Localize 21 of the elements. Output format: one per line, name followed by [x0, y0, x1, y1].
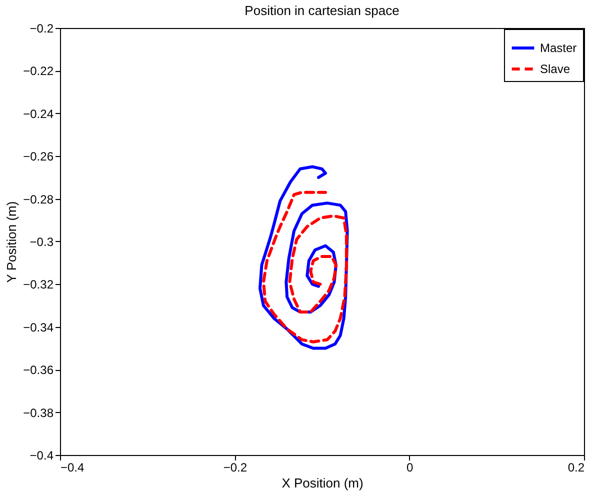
x-tick-label: 0.2	[568, 460, 585, 474]
x-tick-label: 0	[406, 460, 414, 474]
y-tick-label: −0.26	[23, 150, 54, 164]
y-tick-label: −0.32	[23, 278, 54, 292]
line-series	[262, 190, 348, 344]
y-tick-label: −0.28	[23, 192, 54, 206]
y-tick-label: −0.38	[23, 406, 54, 420]
x-tick-label: −0.2	[223, 460, 248, 474]
y-tick-label: −0.3	[30, 235, 54, 249]
legend-label: Master	[540, 41, 577, 55]
y-tick-label: −0.2	[30, 22, 54, 36]
x-tick-label: −0.4	[60, 460, 85, 474]
legend-label: Slave	[540, 62, 570, 76]
x-axis-title: X Position (m)	[282, 476, 364, 490]
y-tick-label: −0.22	[23, 64, 54, 78]
chart-title: Position in cartesian space	[244, 3, 400, 18]
y-tick-label: −0.36	[23, 363, 54, 378]
y-tick-label: −0.24	[23, 106, 54, 121]
y-tick-label: −0.4	[30, 448, 54, 462]
y-axis-title: Y Position (m)	[4, 201, 20, 283]
y-tick-label: −0.34	[23, 320, 54, 334]
